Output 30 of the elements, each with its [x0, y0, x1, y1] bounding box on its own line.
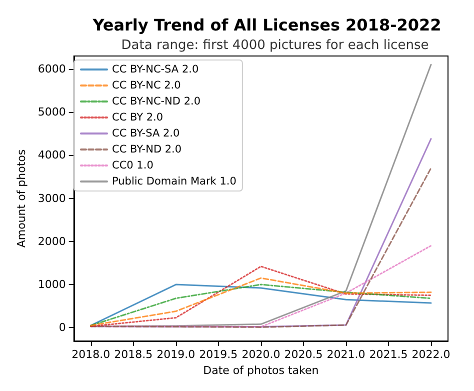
x-tick-label: 2018.5 — [114, 348, 153, 361]
legend-label: CC BY 2.0 — [112, 112, 164, 124]
y-tick-label: 4000 — [38, 148, 66, 162]
x-axis-title: Date of photos taken — [203, 364, 319, 377]
x-tick-label: 2019.0 — [156, 348, 196, 361]
x-tick-label: 2021.5 — [369, 348, 408, 361]
legend-label: CC BY-ND 2.0 — [112, 144, 182, 156]
y-tick-label: 2000 — [38, 234, 66, 248]
x-tick-label: 2020.0 — [242, 348, 280, 361]
legend-label: CC0 1.0 — [112, 160, 154, 172]
y-tick-label: 1000 — [38, 278, 66, 292]
y-axis-title: Amount of photos — [15, 149, 28, 248]
legend-label: Public Domain Mark 1.0 — [112, 176, 236, 188]
chart-title: Yearly Trend of All Licenses 2018-2022 — [92, 16, 442, 34]
legend-label: CC BY-NC-SA 2.0 — [112, 64, 199, 76]
line-series — [90, 167, 432, 328]
chart-subtitle: Data range: first 4000 pictures for each license — [121, 38, 429, 53]
legend-label: CC BY-NC-ND 2.0 — [112, 96, 201, 108]
y-tick-label: 0 — [58, 321, 66, 334]
legend-label: CC BY-NC 2.0 — [112, 80, 181, 92]
y-tick-label: 5000 — [38, 106, 66, 119]
y-tick-label: 3000 — [38, 192, 66, 205]
x-tick-label: 2020.5 — [284, 348, 323, 361]
legend-label: CC BY-SA 2.0 — [112, 128, 180, 140]
x-tick-label: 2022.0 — [412, 348, 450, 361]
x-tick-label: 2019.5 — [199, 348, 238, 361]
line-series — [90, 266, 432, 328]
y-tick-label: 6000 — [38, 62, 66, 76]
x-tick-label: 2021.0 — [326, 348, 366, 361]
x-tick-label: 2018.0 — [72, 348, 110, 361]
